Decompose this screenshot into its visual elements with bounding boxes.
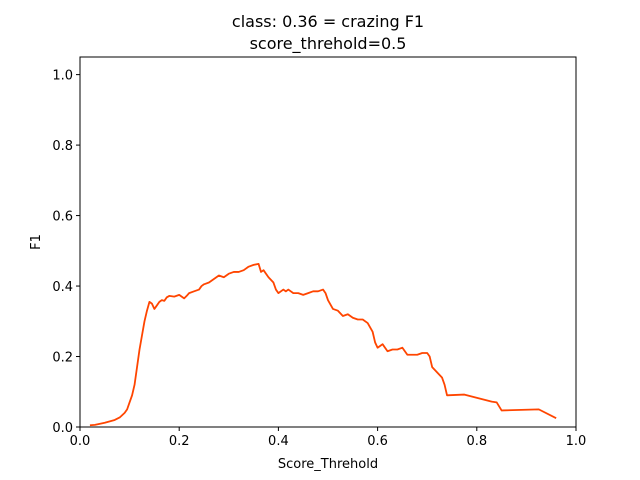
y-axis: 0.0 0.2 0.4 0.6 0.8 1.0 — [52, 69, 80, 436]
chart-subtitle: score_threhold=0.5 — [250, 34, 407, 54]
x-tick-label: 0.2 — [169, 434, 190, 449]
x-tick-label: 0.0 — [70, 434, 91, 449]
chart-title: class: 0.36 = crazing F1 — [232, 12, 424, 31]
y-tick-label: 1.0 — [52, 69, 73, 84]
x-tick-label: 0.4 — [268, 434, 289, 449]
y-tick-label: 0.2 — [52, 351, 73, 366]
y-tick-label: 0.8 — [52, 139, 73, 154]
x-axis-label: Score_Threhold — [278, 457, 378, 472]
y-tick-label: 0.6 — [52, 210, 73, 225]
x-tick-label: 1.0 — [566, 434, 587, 449]
x-axis: 0.0 0.2 0.4 0.6 0.8 1.0 — [70, 427, 587, 449]
y-tick-label: 0.4 — [52, 280, 73, 295]
f1-series-line — [89, 262, 557, 427]
axes-frame — [79, 56, 577, 428]
y-tick-label: 0.0 — [52, 421, 73, 436]
plot-area — [80, 57, 576, 427]
x-tick-label: 0.6 — [367, 434, 388, 449]
x-tick-label: 0.8 — [466, 434, 487, 449]
y-axis-label: F1 — [29, 234, 44, 250]
